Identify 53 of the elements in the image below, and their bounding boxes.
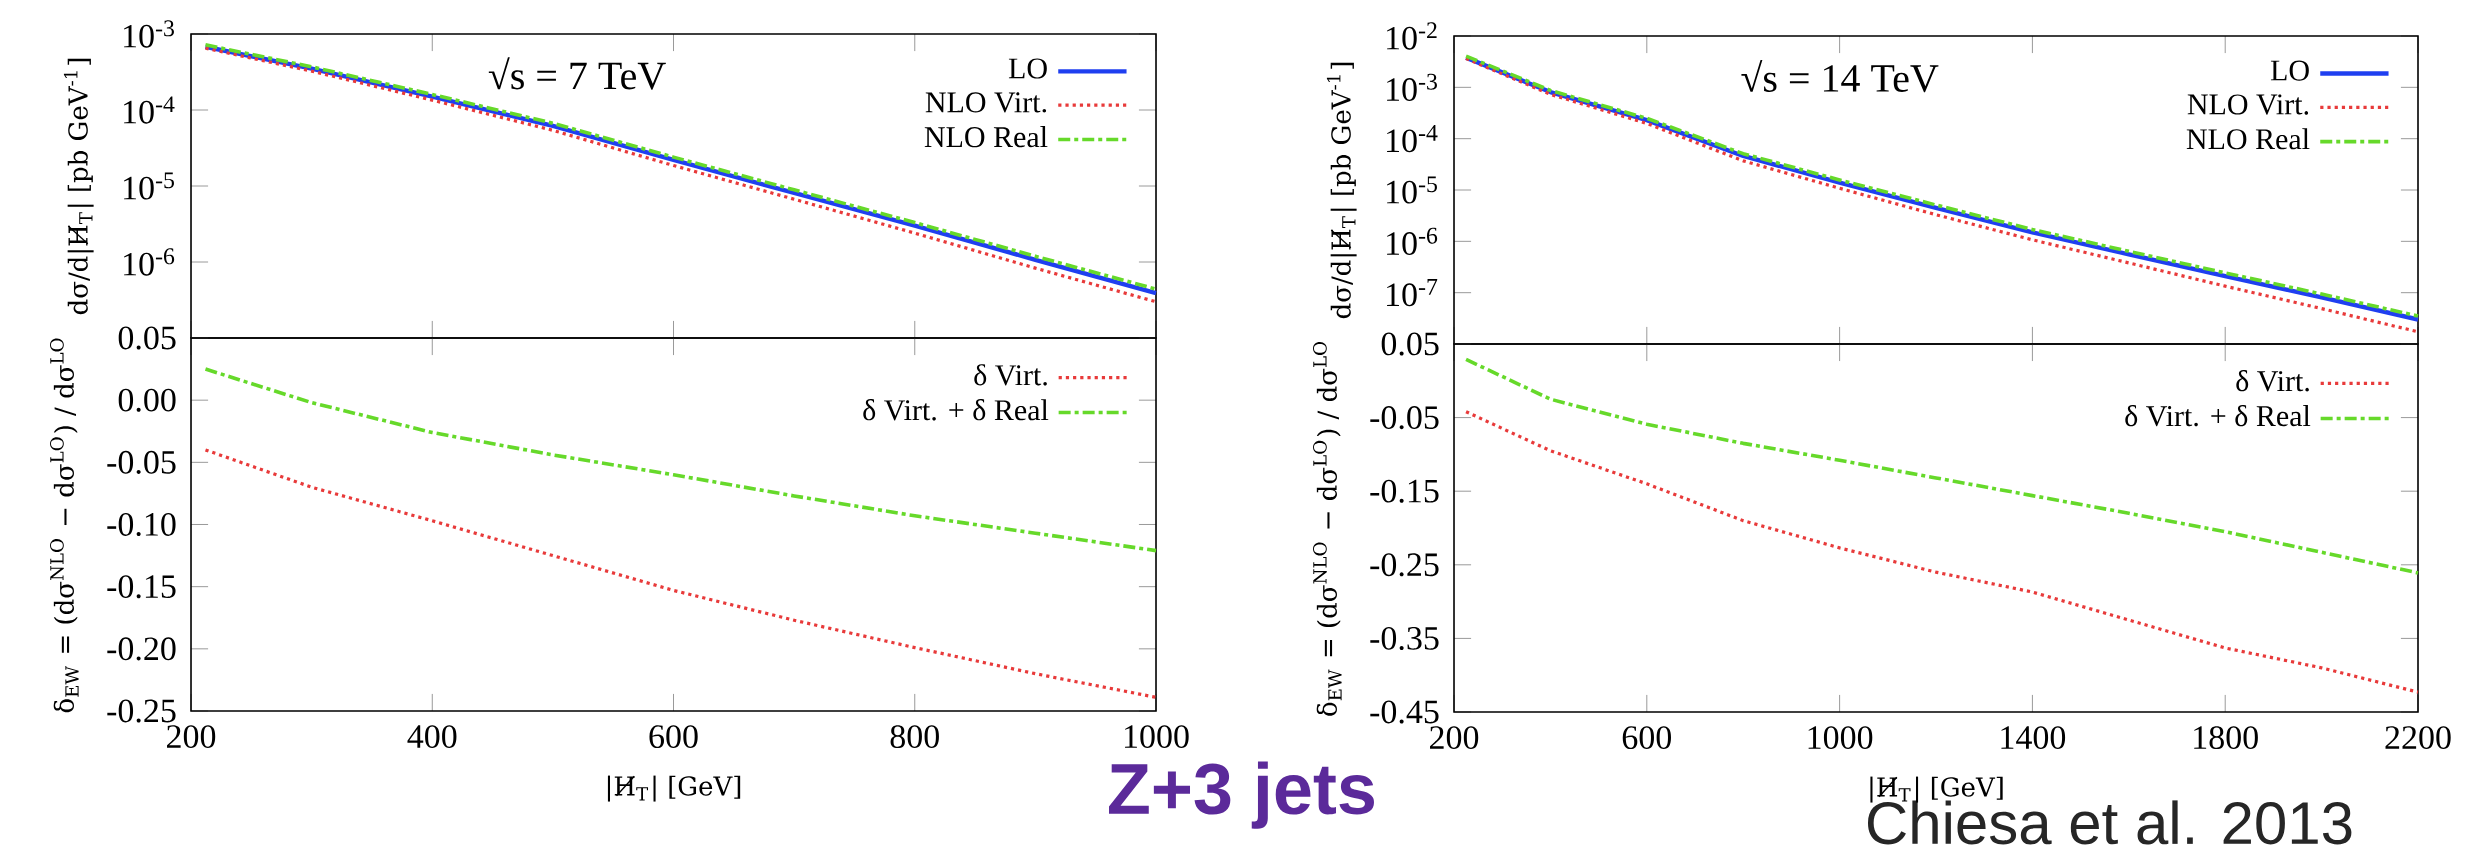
y-tick-label: 0.00 [118,388,176,412]
y-tick-label: -0.05 [107,450,176,474]
x-tick-label: 1400 [2001,726,2066,750]
x-axis-title: |H̸$_{T}$| [GeV] [607,775,741,802]
x-tick-label: 800 [890,725,939,749]
y-tick-label: -0.10 [107,512,176,537]
y-axis-title: δ$_{EW}$ = (dσ$^{NLO}$ − dσ$^{LO}$) / dσ$^{LO}$ [1313,342,1342,716]
x-tick-label: 2200 [2385,726,2451,750]
y-tick-label: -0.15 [107,575,176,599]
y-axis-title: dσ/d|H̸$_{T}$| [pb GeV$^{-1}$] [63,58,94,315]
annotation: √s = 7 TeV [488,57,666,90]
y-tick-label: 10$^{-3}$ [1387,73,1437,102]
y-tick-label: -0.25 [107,699,176,723]
y-tick-label: -0.45 [1370,700,1439,724]
y-tick-label: -0.20 [107,637,176,661]
y-tick-label: 10$^{-5}$ [124,172,174,200]
y-tick-label: 10$^{-2}$ [1387,22,1437,50]
legend-label: NLO Real [2186,128,2310,150]
legend-label: δ Virt. [974,364,1047,386]
x-tick-label: 1800 [2194,726,2258,750]
legend-label: NLO Virt. [925,92,1047,113]
text: Z+3 jets [1109,761,1374,829]
y-tick-label: 0.05 [1381,332,1439,356]
y-tick-label: 10$^{-4}$ [124,96,175,124]
legend-label: δ Virt. [2236,370,2309,392]
y-tick-label: -0.25 [1370,553,1439,577]
legend-label: NLO Virt. [2187,94,2309,115]
y-tick-label: 10$^{-6}$ [124,248,175,276]
x-tick-label: 1000 [1125,725,1189,749]
annotation: √s = 14 TeV [1741,59,1939,93]
y-tick-label: 10$^{-4}$ [1387,125,1438,153]
x-tick-label: 200 [1430,726,1479,750]
line-series [1464,357,2420,575]
legend-label: δ Virt. + δ Real [2125,404,2311,427]
y-tick-label: 0.05 [118,326,176,350]
legend-label: LO [2270,60,2309,81]
legend-label: LO [1008,58,1047,79]
y-tick-label: 10$^{-6}$ [1387,227,1438,256]
x-tick-label: 200 [167,725,216,749]
y-axis-title: δ$_{EW}$ = (dσ$^{NLO}$ − dσ$^{LO}$) / dσ$^{LO}$ [50,338,79,713]
y-tick-label: -0.15 [1370,479,1439,503]
x-tick-label: 1000 [1808,726,1873,750]
y-tick-label: -0.35 [1370,626,1439,650]
legend-label: NLO Real [924,126,1048,148]
x-tick-label: 600 [649,725,698,749]
x-tick-label: 400 [407,725,457,749]
y-tick-label: 10$^{-3}$ [124,20,174,48]
y-axis-title: dσ/d|H̸$_{T}$| [pb GeV$^{-1}$] [1326,62,1357,319]
x-tick-label: 600 [1622,726,1671,750]
y-tick-label: 10$^{-7}$ [1387,279,1438,307]
y-tick-label: -0.05 [1370,406,1439,430]
legend-label: δ Virt. + δ Real [863,399,1049,421]
y-tick-label: 10$^{-5}$ [1387,176,1437,204]
